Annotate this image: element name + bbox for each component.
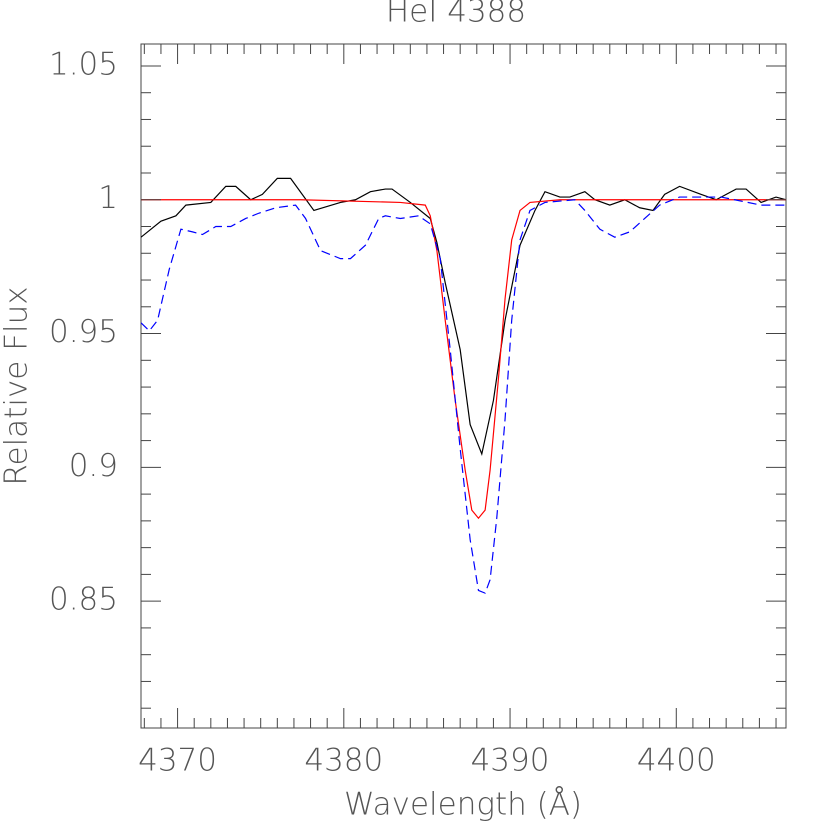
y-tick-label: 0.85 bbox=[49, 582, 118, 618]
x-tick-label: 4400 bbox=[637, 743, 716, 779]
y-tick-label: 0.9 bbox=[69, 448, 118, 484]
y-axis-label: Relative Flux bbox=[0, 286, 35, 485]
plot-area bbox=[141, 177, 786, 594]
series-line bbox=[141, 199, 786, 520]
y-tick-label: 1 bbox=[98, 180, 118, 216]
series-line bbox=[141, 196, 786, 594]
plot-frame bbox=[140, 43, 787, 729]
series-line bbox=[141, 177, 786, 457]
y-tick-label: 0.95 bbox=[49, 314, 118, 350]
x-tick-label: 4390 bbox=[471, 743, 550, 779]
y-tick-label: 1.05 bbox=[49, 46, 118, 82]
chart-title: HeI 4388 bbox=[386, 0, 526, 30]
x-tick-label: 4380 bbox=[304, 743, 383, 779]
x-tick-label: 4370 bbox=[138, 743, 217, 779]
x-axis-label: Wavelength (Å) bbox=[344, 786, 582, 823]
